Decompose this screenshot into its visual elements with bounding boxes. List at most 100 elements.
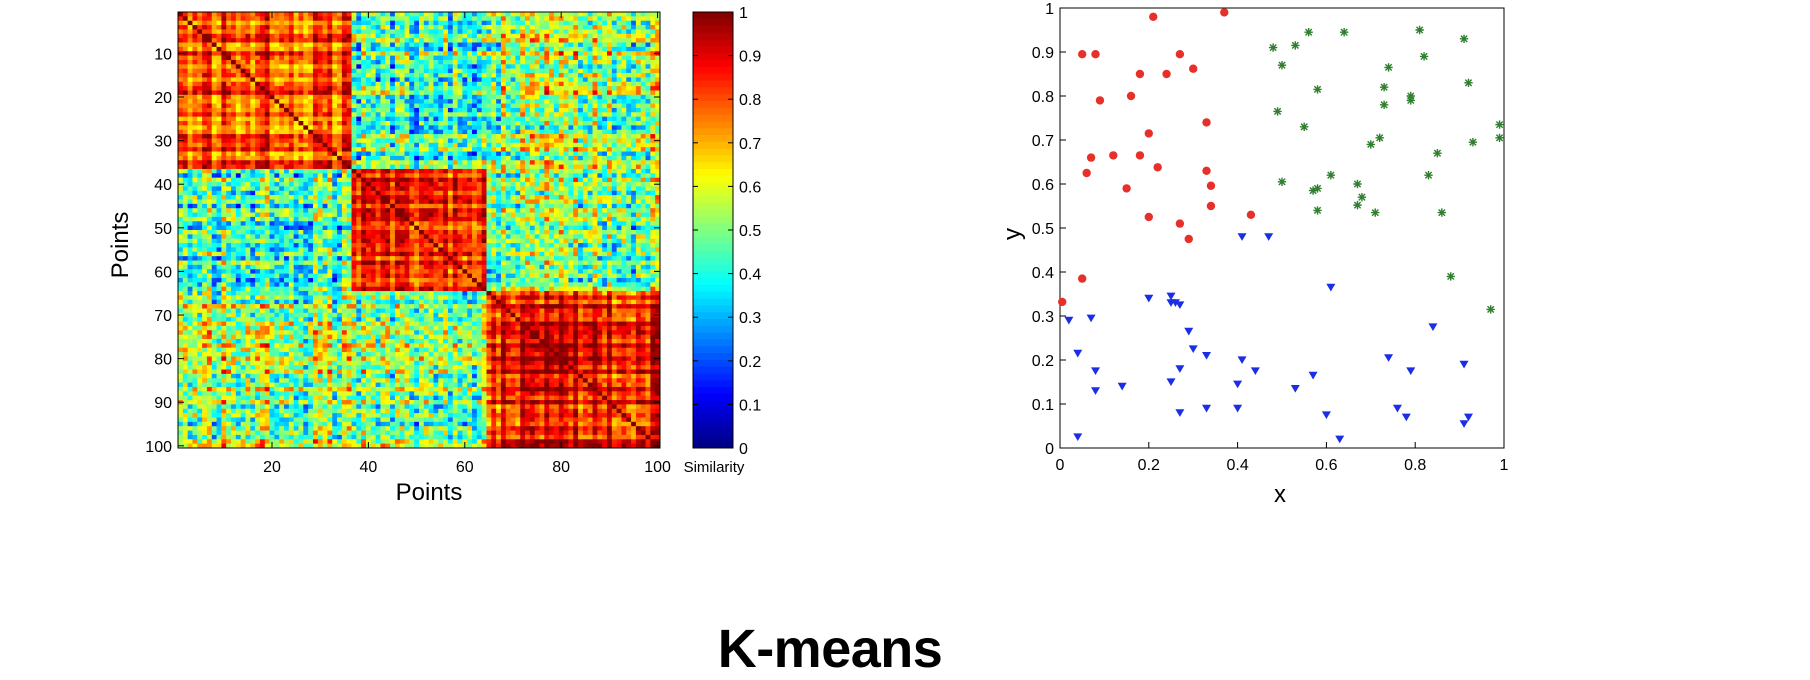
heatmap-cell — [211, 216, 217, 222]
heatmap-cell — [279, 90, 285, 96]
heatmap-cell — [650, 55, 656, 61]
heatmap-cell — [549, 121, 555, 126]
heatmap-cell — [573, 190, 579, 196]
heatmap-cell — [443, 121, 449, 126]
heatmap-cell — [240, 59, 246, 65]
heatmap-cell — [385, 186, 391, 192]
heatmap-cell — [211, 94, 217, 100]
heatmap-cell — [462, 116, 468, 122]
heatmap-cell — [515, 182, 521, 187]
heatmap-cell — [553, 164, 560, 170]
heatmap-cell — [298, 51, 304, 56]
heatmap-cell — [216, 59, 222, 65]
heatmap-cell — [351, 155, 357, 161]
heatmap-cell — [472, 46, 478, 52]
heatmap-cell — [433, 29, 439, 35]
heatmap-cell — [298, 203, 304, 209]
heatmap-cell — [211, 12, 217, 17]
heatmap-cell — [259, 212, 266, 218]
heatmap-cell — [553, 203, 560, 209]
heatmap-cell — [587, 20, 593, 26]
heatmap-cell — [274, 64, 280, 70]
heatmap-cell — [303, 51, 309, 56]
heatmap-cell — [365, 68, 372, 74]
heatmap-cell — [346, 164, 352, 170]
heatmap-cell — [317, 208, 323, 213]
heatmap-cell — [486, 64, 492, 70]
heatmap-cell — [259, 86, 266, 91]
heatmap-cell — [404, 121, 410, 126]
heatmap-cell — [476, 90, 483, 96]
heatmap-cell — [520, 86, 526, 91]
heatmap-cell — [197, 155, 203, 161]
heatmap-cell — [428, 55, 434, 61]
heatmap-cell — [404, 59, 410, 65]
heatmap-cell — [284, 103, 290, 109]
heatmap-cell — [414, 25, 420, 30]
heatmap-cell — [597, 129, 603, 135]
heatmap-cell — [640, 195, 646, 200]
heatmap-cell — [394, 168, 401, 174]
heatmap-cell — [303, 68, 309, 74]
heatmap-cell — [476, 55, 483, 61]
heatmap-cell — [496, 12, 502, 17]
heatmap-cell — [467, 182, 473, 187]
heatmap-cell — [202, 216, 208, 222]
heatmap-cell — [447, 190, 454, 196]
heatmap-cell — [187, 225, 193, 231]
heatmap-cell — [404, 155, 410, 161]
heatmap-cell — [481, 125, 487, 131]
heatmap-cell — [568, 51, 574, 56]
heatmap-cell — [510, 151, 516, 157]
heatmap-cell — [245, 208, 251, 213]
heatmap-cell — [288, 164, 295, 170]
heatmap-cell — [606, 77, 613, 83]
heatmap-cell — [640, 155, 646, 161]
heatmap-cell — [611, 42, 617, 48]
heatmap-cell — [226, 81, 232, 87]
heatmap-cell — [640, 199, 646, 205]
heatmap-cell — [250, 121, 256, 126]
heatmap-cell — [192, 142, 198, 148]
heatmap-cell — [370, 107, 376, 113]
heatmap-cell — [626, 168, 632, 174]
heatmap-cell — [496, 168, 502, 174]
heatmap-cell — [370, 81, 376, 87]
heatmap-cell — [640, 64, 646, 70]
heatmap-cell — [332, 134, 338, 139]
heatmap-cell — [187, 121, 193, 126]
heatmap-cell — [409, 195, 415, 200]
heatmap-cell — [491, 121, 497, 126]
heatmap-cell — [582, 190, 589, 196]
heatmap-cell — [481, 68, 487, 74]
heatmap-cell — [534, 138, 540, 144]
heatmap-cell — [375, 116, 381, 122]
heatmap-cell — [602, 190, 608, 196]
heatmap-cell — [187, 112, 193, 117]
heatmap-cell — [293, 77, 299, 83]
heatmap-cell — [322, 46, 328, 52]
heatmap-cell — [563, 195, 569, 200]
heatmap-cell — [293, 68, 299, 74]
heatmap-cell — [385, 73, 391, 78]
heatmap-cell — [476, 155, 483, 161]
heatmap-cell — [327, 42, 333, 48]
heatmap-cell — [264, 221, 270, 226]
heatmap-cell — [534, 29, 540, 35]
heatmap-cell — [457, 51, 463, 56]
heatmap-cell — [481, 225, 487, 231]
heatmap-cell — [578, 151, 584, 157]
heatmap-cell — [317, 134, 323, 139]
heatmap-cell — [631, 199, 637, 205]
heatmap-cell — [616, 147, 622, 152]
heatmap-cell — [419, 160, 425, 165]
heatmap-cell — [568, 177, 574, 183]
heatmap-cell — [655, 99, 661, 104]
heatmap-cell — [481, 12, 487, 17]
heatmap-cell — [312, 195, 319, 200]
heatmap-cell — [553, 195, 560, 200]
heatmap-cell — [491, 12, 497, 17]
heatmap-cell — [631, 55, 637, 61]
heatmap-cell — [568, 225, 574, 231]
heatmap-cell — [356, 134, 362, 139]
